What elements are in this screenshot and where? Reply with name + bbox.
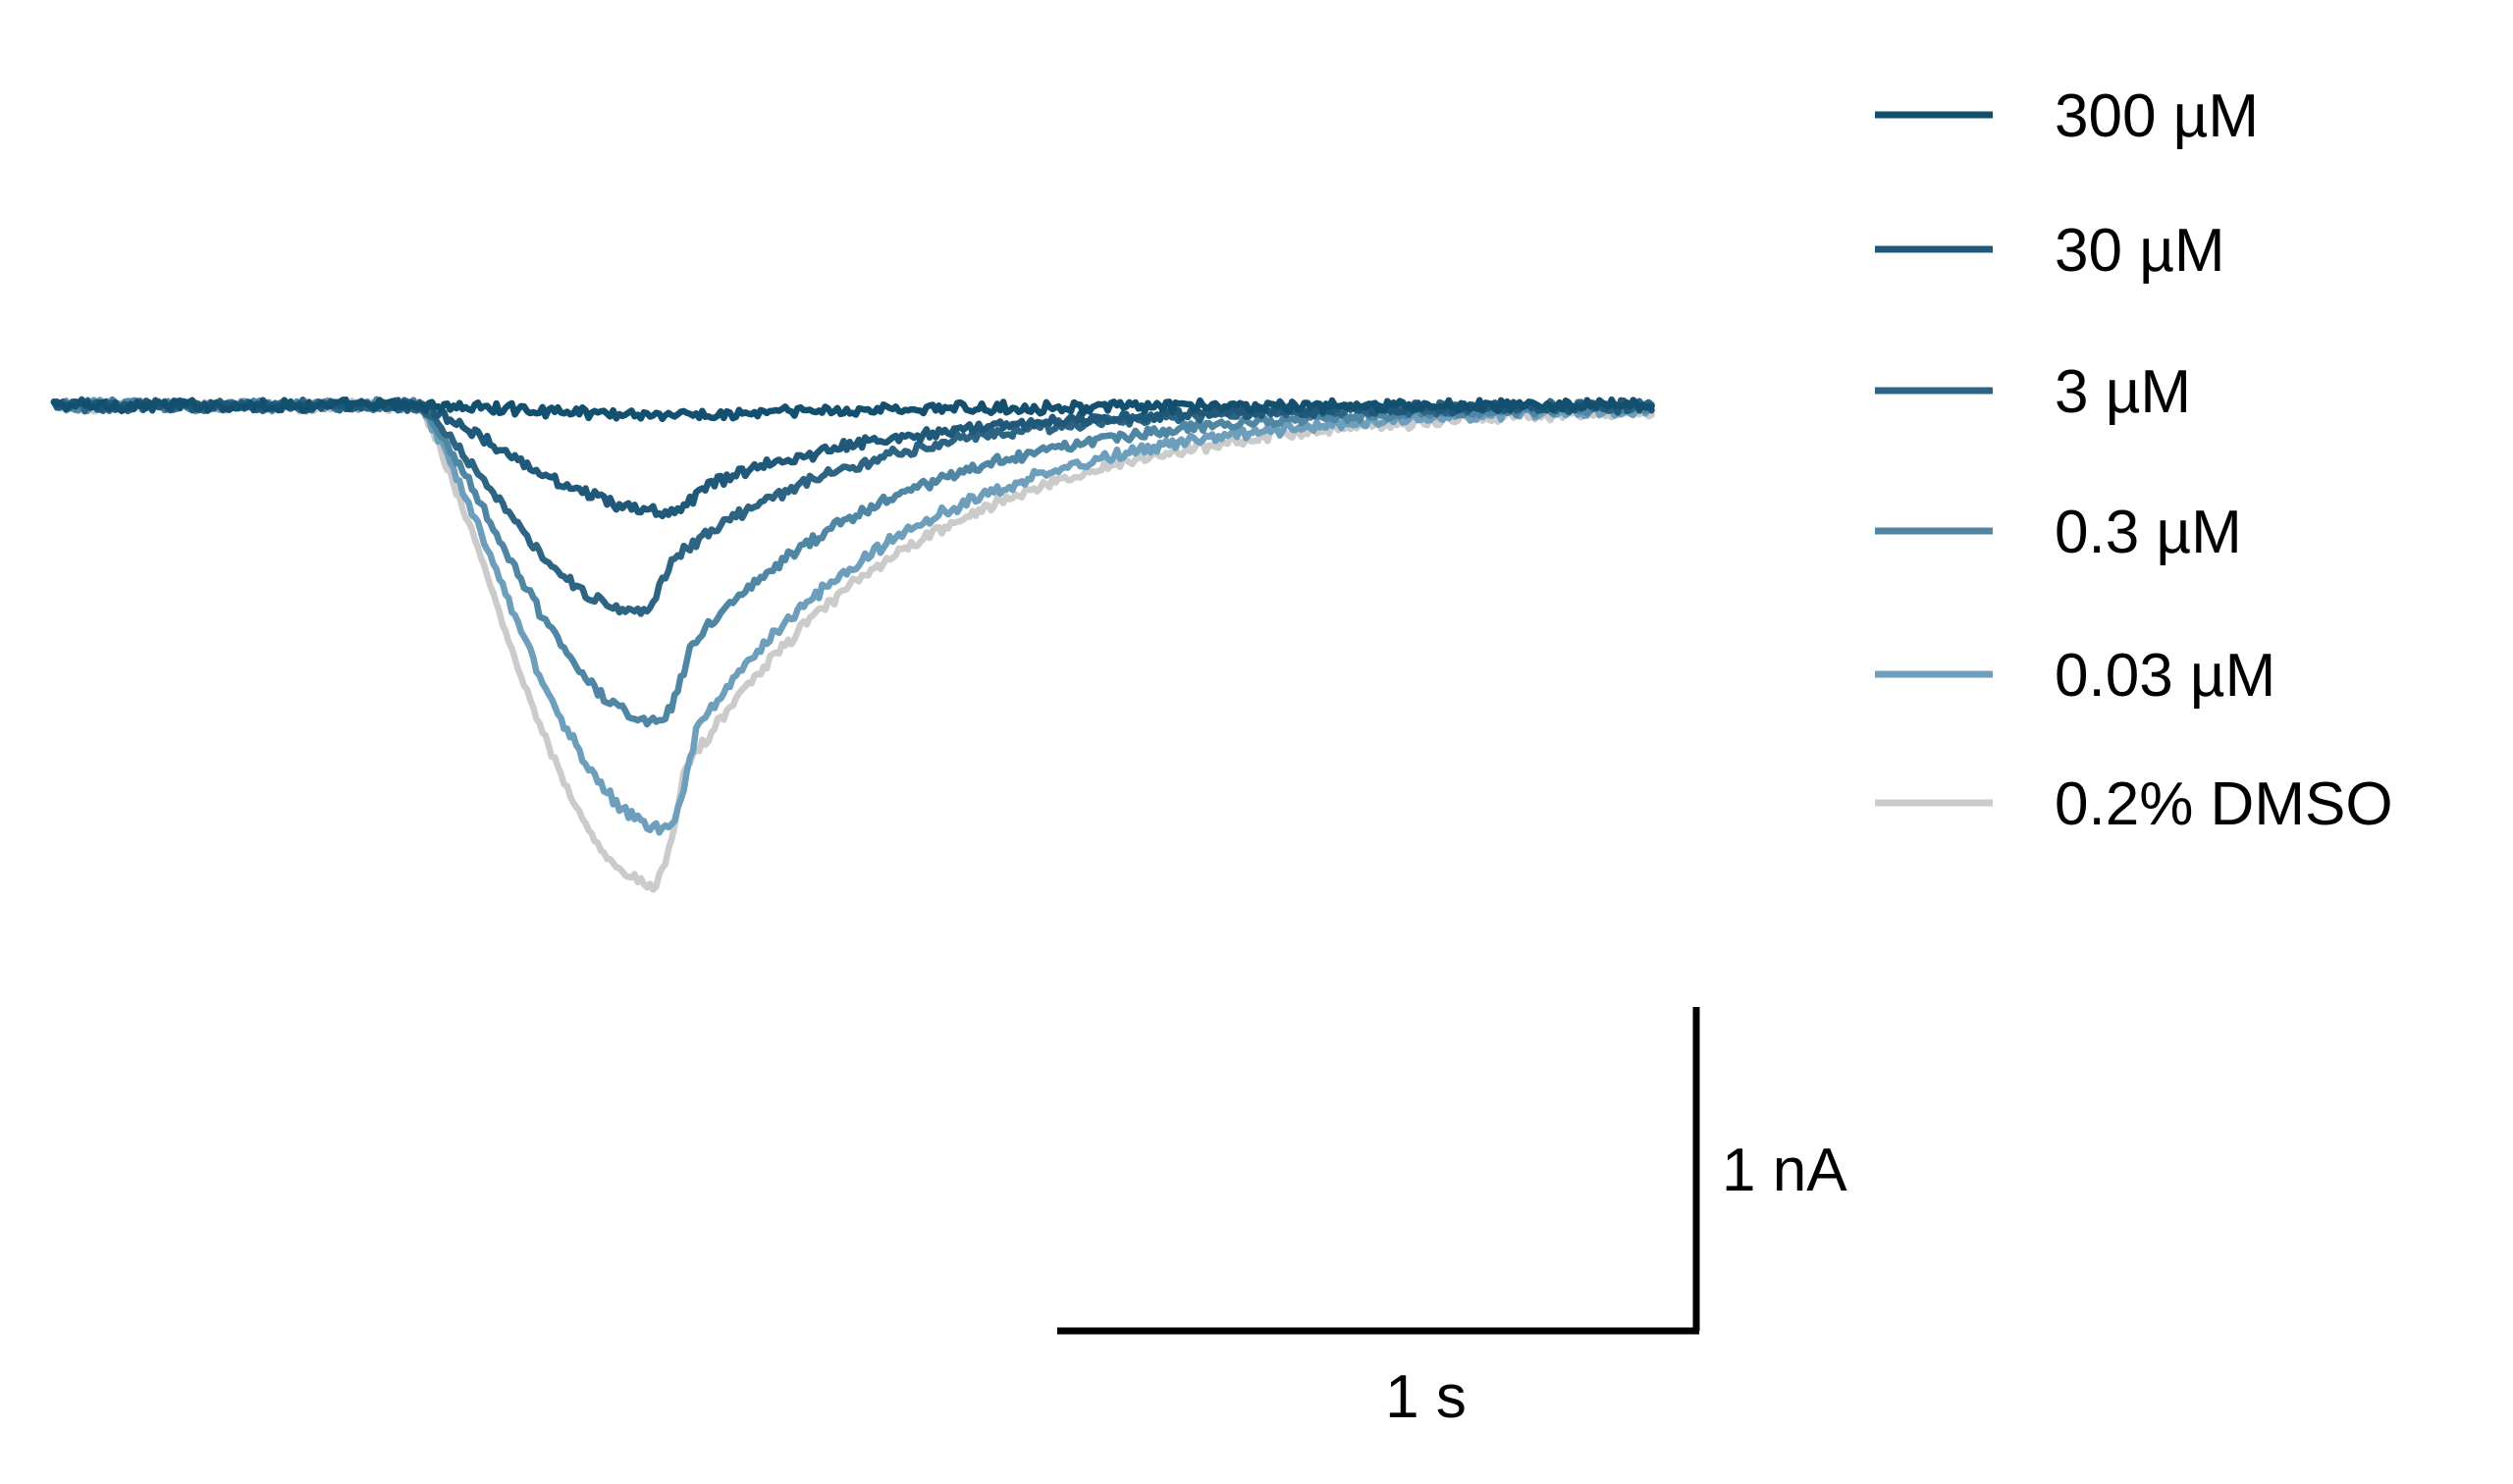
scale-label-current: 1 nA [1722,1137,1847,1204]
current-traces [50,396,1655,893]
legend-label-30um: 30 µM [2055,217,2225,285]
scale-label-time: 1 s [1385,1363,1467,1431]
legend: 300 µM 30 µM 3 µM 0.3 µM 0.03 µM 0.2% DM… [1875,82,2393,838]
scale-bars: 1 nA 1 s [1057,1007,1847,1431]
legend-label-0-3um: 0.3 µM [2055,499,2242,566]
trace-300-m [50,396,1655,423]
legend-label-0-03um: 0.03 µM [2055,642,2275,710]
trace-0-2-dmso [50,397,1655,893]
legend-label-dmso: 0.2% DMSO [2055,770,2393,838]
legend-label-300um: 300 µM [2055,82,2259,150]
legend-label-3um: 3 µM [2055,358,2191,426]
